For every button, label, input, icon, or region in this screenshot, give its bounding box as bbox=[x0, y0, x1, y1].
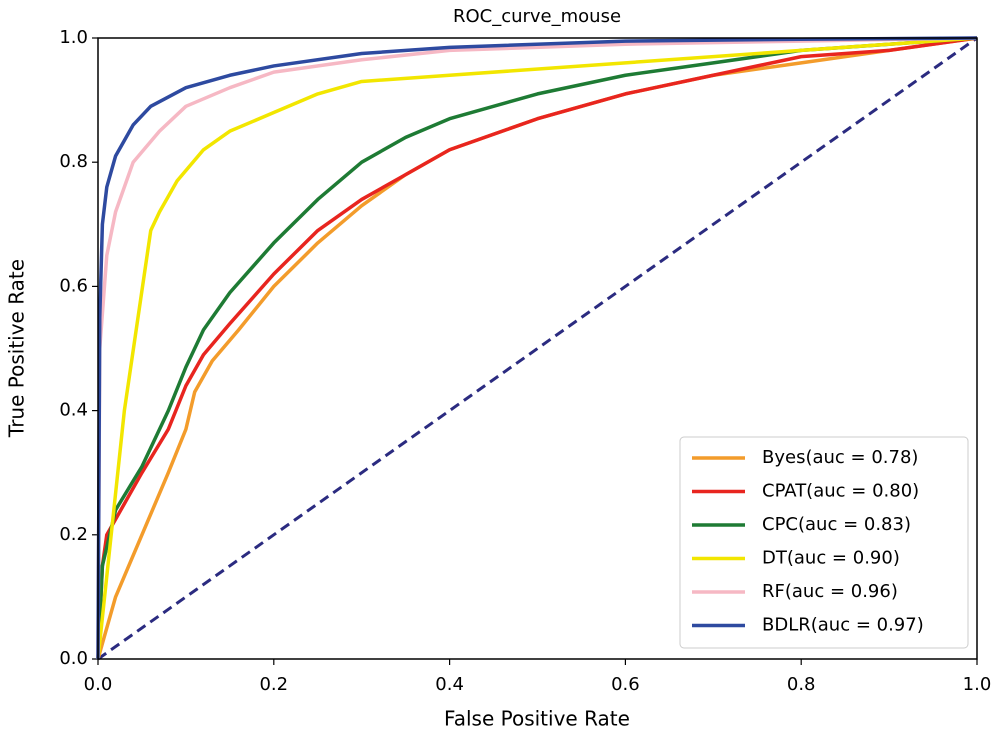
x-tick-label: 0.4 bbox=[435, 674, 464, 695]
x-tick-label: 0.6 bbox=[611, 674, 640, 695]
chance-line bbox=[97, 36, 978, 661]
y-tick-label: 0.6 bbox=[59, 275, 88, 296]
legend-box bbox=[679, 436, 969, 649]
roc-line bbox=[96, 36, 978, 660]
y-tick-label: 0.2 bbox=[59, 524, 88, 545]
y-tick-label: 0.8 bbox=[59, 151, 88, 172]
y-axis-label: True Positive Rate bbox=[5, 259, 29, 438]
x-tick-label: 1.0 bbox=[963, 674, 992, 695]
roc-line bbox=[96, 36, 978, 660]
x-axis-label: False Positive Rate bbox=[444, 707, 630, 731]
legend-label: DT(auc = 0.90) bbox=[762, 548, 900, 569]
x-tick-label: 0.8 bbox=[787, 674, 816, 695]
x-tick-label: 0.0 bbox=[84, 674, 113, 695]
roc-line bbox=[96, 36, 978, 660]
legend-label: CPC(auc = 0.83) bbox=[762, 514, 911, 535]
chart-title: ROC_curve_mouse bbox=[453, 6, 621, 27]
legend-label: CPAT(auc = 0.80) bbox=[762, 481, 919, 502]
y-tick-label: 0.0 bbox=[59, 648, 88, 669]
legend-label: RF(auc = 0.96) bbox=[762, 581, 898, 602]
y-tick-label: 0.4 bbox=[59, 400, 88, 421]
legend-label: Byes(auc = 0.78) bbox=[762, 447, 918, 468]
plot-frame bbox=[97, 37, 978, 660]
y-tick-label: 1.0 bbox=[59, 27, 88, 48]
roc-line bbox=[96, 36, 978, 660]
roc-line bbox=[96, 36, 978, 660]
x-tick-label: 0.2 bbox=[259, 674, 288, 695]
legend-label: BDLR(auc = 0.97) bbox=[762, 615, 924, 636]
